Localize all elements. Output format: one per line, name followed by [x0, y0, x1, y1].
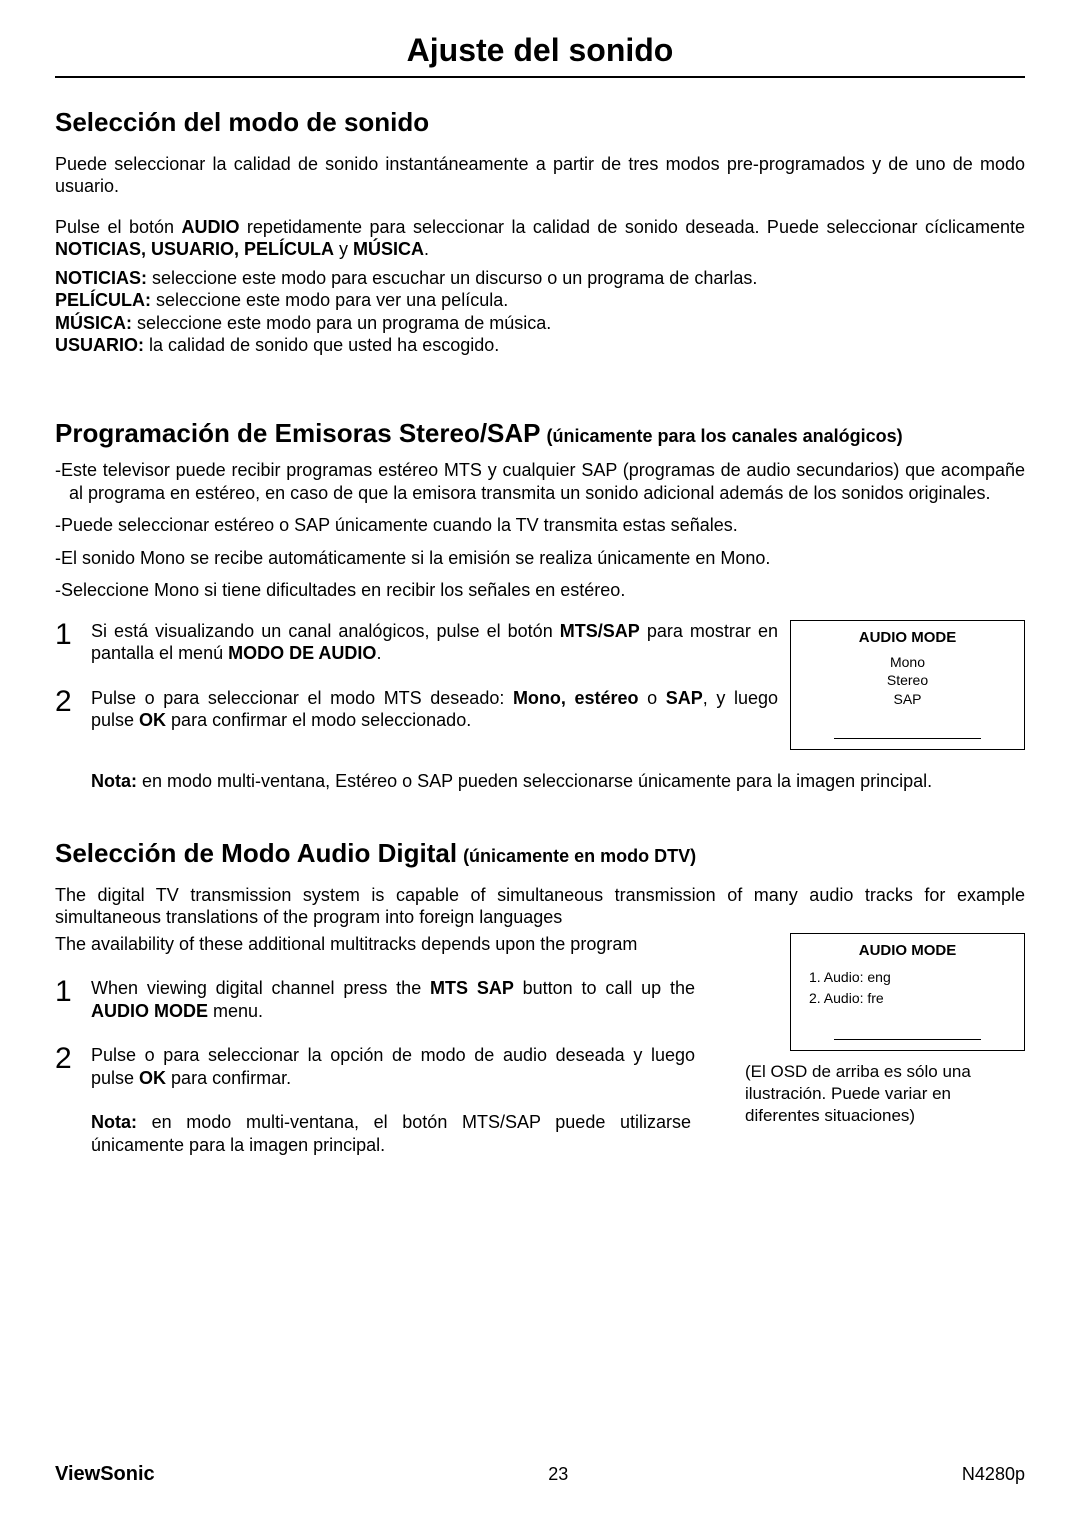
text: . — [424, 239, 429, 259]
section2-step2: 2 Pulse o para seleccionar el modo MTS d… — [55, 687, 778, 732]
section2-bullets: -Este televisor puede recibir programas … — [55, 459, 1025, 602]
step-text: When viewing digital channel press the M… — [91, 977, 695, 1022]
text: Si está visualizando un canal analógicos… — [91, 621, 560, 641]
mode-musica: MÚSICA: seleccione este modo para un pro… — [55, 312, 1025, 335]
desc: seleccione este modo para escuchar un di… — [147, 268, 757, 288]
text: Pulse el botón — [55, 217, 181, 237]
text: repetidamente para seleccionar la calida… — [239, 217, 1025, 237]
step-number: 2 — [55, 1044, 77, 1089]
mode-pelicula: PELÍCULA: seleccione este modo para ver … — [55, 289, 1025, 312]
step-text: Pulse o para seleccionar la opción de mo… — [91, 1044, 695, 1089]
osd-rule — [834, 738, 980, 739]
footer-page-number: 23 — [548, 1463, 568, 1486]
page-footer: ViewSonic 23 N4280p — [55, 1462, 1025, 1487]
bold: MTS/SAP — [560, 621, 640, 641]
footer-brand: ViewSonic — [55, 1462, 155, 1487]
section1-heading: Selección del modo de sonido — [55, 106, 1025, 139]
bold: Mono, estéreo — [513, 688, 639, 708]
text: para confirmar el modo seleccionado. — [166, 710, 471, 730]
text: When viewing digital channel press the — [91, 978, 430, 998]
audio-bold: AUDIO — [181, 217, 239, 237]
desc: seleccione este modo para un programa de… — [132, 313, 551, 333]
cycle-bold: NOTICIAS, USUARIO, PELÍCULA — [55, 239, 334, 259]
note-text: en modo multi-ventana, el botón MTS/SAP … — [91, 1112, 691, 1155]
cycle-last: MÚSICA — [353, 239, 424, 259]
page-title: Ajuste del sonido — [55, 30, 1025, 78]
osd-list: 1. Audio: eng 2. Audio: fre — [809, 967, 1012, 1009]
desc: seleccione este modo para ver una pelícu… — [151, 290, 508, 310]
section3-heading: Selección de Modo Audio Digital — [55, 837, 457, 870]
osd-caption: (El OSD de arriba es sólo una ilustració… — [745, 1061, 1025, 1127]
note-text: en modo multi-ventana, Estéreo o SAP pue… — [137, 771, 932, 791]
osd-title: AUDIO MODE — [803, 629, 1012, 648]
label: PELÍCULA: — [55, 290, 151, 310]
step-text: Si está visualizando un canal analógicos… — [91, 620, 778, 665]
bullet: -Puede seleccionar estéreo o SAP únicame… — [55, 514, 1025, 537]
desc: la calidad de sonido que usted ha escogi… — [144, 335, 499, 355]
note-label: Nota: — [91, 1112, 137, 1132]
bold: MTS SAP — [430, 978, 514, 998]
section3-step2: 2 Pulse o para seleccionar la opción de … — [55, 1044, 695, 1089]
osd-item: SAP — [803, 690, 1012, 708]
osd-audio-mode-analog: AUDIO MODE Mono Stereo SAP — [790, 620, 1025, 750]
section-stereo-sap: Programación de Emisoras Stereo/SAP (úni… — [55, 417, 1025, 793]
text: menu. — [208, 1001, 263, 1021]
osd-item: 1. Audio: eng — [809, 967, 1012, 988]
text: para confirmar. — [166, 1068, 291, 1088]
step-number: 1 — [55, 977, 77, 1022]
bold: MODO DE AUDIO — [228, 643, 376, 663]
text: button to call up the — [514, 978, 695, 998]
mode-usuario: USUARIO: la calidad de sonido que usted … — [55, 334, 1025, 357]
text: . — [376, 643, 381, 663]
digital-right-col: AUDIO MODE 1. Audio: eng 2. Audio: fre (… — [745, 933, 1025, 1127]
step-text: Pulse o para seleccionar el modo MTS des… — [91, 687, 778, 732]
bullet: -Seleccione Mono si tiene dificultades e… — [55, 579, 1025, 602]
osd-list: Mono Stereo SAP — [803, 653, 1012, 708]
note-label: Nota: — [91, 771, 137, 791]
label: NOTICIAS: — [55, 268, 147, 288]
step-number: 2 — [55, 687, 77, 732]
section2-step1: 1 Si está visualizando un canal analógic… — [55, 620, 778, 665]
osd-audio-mode-digital: AUDIO MODE 1. Audio: eng 2. Audio: fre — [790, 933, 1025, 1051]
osd-item: 2. Audio: fre — [809, 988, 1012, 1009]
text: Pulse o para seleccionar el modo MTS des… — [91, 688, 513, 708]
section3-p1: The digital TV transmission system is ca… — [55, 884, 1025, 929]
section1-press-line: Pulse el botón AUDIO repetidamente para … — [55, 216, 1025, 261]
section3-step1: 1 When viewing digital channel press the… — [55, 977, 695, 1022]
section-sound-mode: Selección del modo de sonido Puede selec… — [55, 106, 1025, 357]
section2-sub: (únicamente para los canales analógicos) — [547, 425, 903, 448]
text: y — [334, 239, 353, 259]
bold: OK — [139, 710, 166, 730]
text: -Este televisor puede recibir programas … — [55, 459, 1025, 504]
osd-item: Mono — [803, 653, 1012, 671]
step-number: 1 — [55, 620, 77, 665]
footer-model: N4280p — [962, 1463, 1025, 1486]
label: USUARIO: — [55, 335, 144, 355]
section1-intro: Puede seleccionar la calidad de sonido i… — [55, 153, 1025, 198]
osd-rule — [834, 1039, 980, 1040]
osd-item: Stereo — [803, 671, 1012, 689]
section3-sub: (únicamente en modo DTV) — [463, 845, 696, 868]
bold: AUDIO MODE — [91, 1001, 208, 1021]
section3-note: Nota: en modo multi-ventana, el botón MT… — [91, 1111, 691, 1156]
mode-noticias: NOTICIAS: seleccione este modo para escu… — [55, 267, 1025, 290]
bold: OK — [139, 1068, 166, 1088]
label: MÚSICA: — [55, 313, 132, 333]
text: o — [639, 688, 666, 708]
bold: SAP — [666, 688, 703, 708]
bullet: -El sonido Mono se recibe automáticament… — [55, 547, 1025, 570]
section-digital-audio: Selección de Modo Audio Digital (únicame… — [55, 837, 1025, 1156]
osd-title: AUDIO MODE — [803, 942, 1012, 961]
bullet: -Este televisor puede recibir programas … — [55, 459, 1025, 504]
section2-heading: Programación de Emisoras Stereo/SAP — [55, 417, 541, 450]
section2-note: Nota: en modo multi-ventana, Estéreo o S… — [91, 770, 1025, 793]
